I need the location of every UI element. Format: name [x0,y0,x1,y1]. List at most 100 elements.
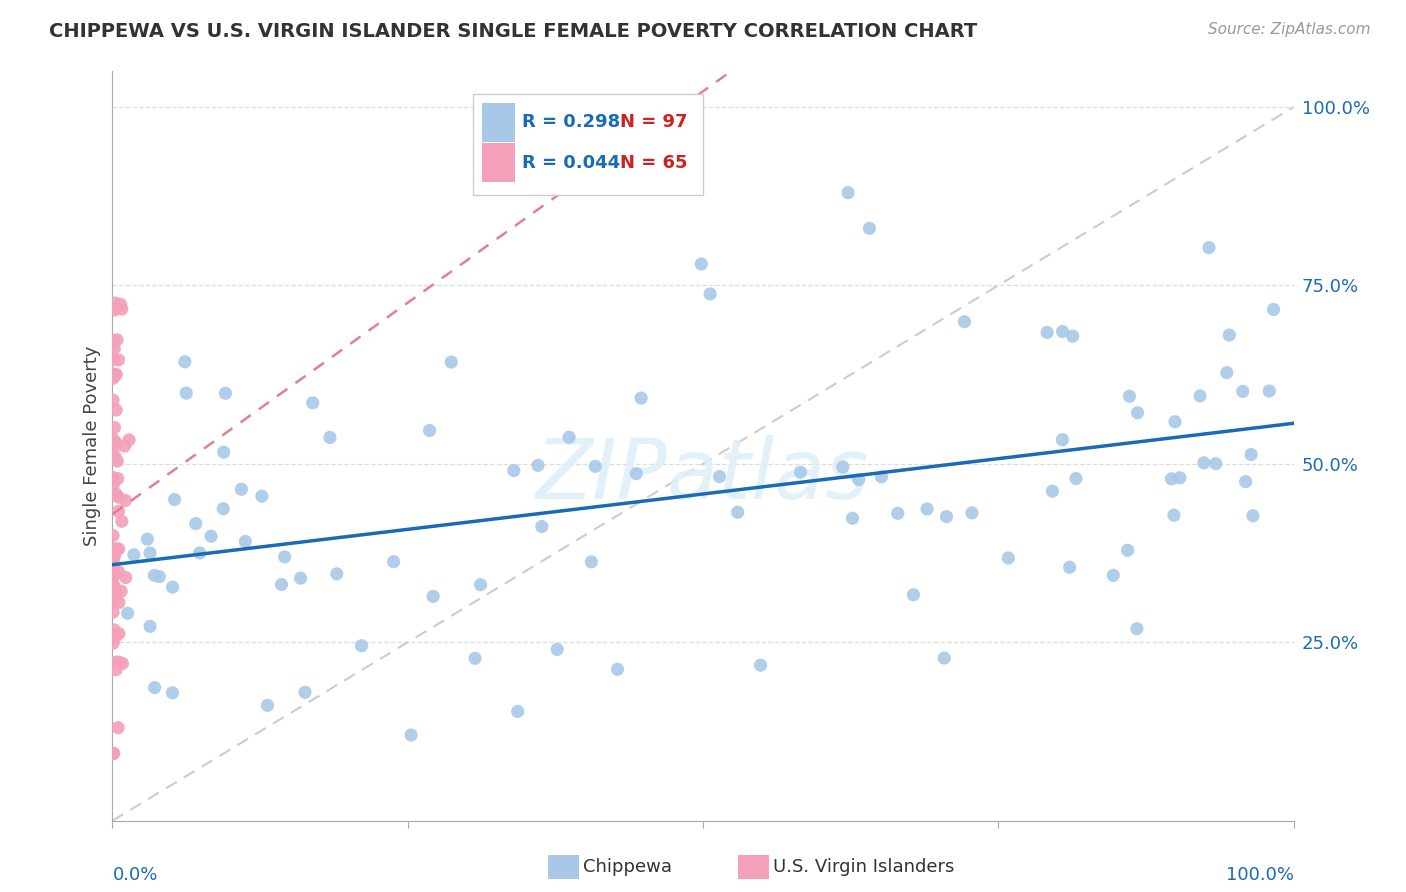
Point [101,747,124,761]
Point [1232,384,1254,399]
Point [104,368,127,383]
FancyBboxPatch shape [472,94,703,195]
Point [107,352,129,367]
Point [1234,475,1257,489]
Point [103,594,125,608]
Point [103,577,125,591]
Point [104,582,127,596]
Point [1102,568,1125,582]
Point [101,636,124,650]
Point [104,452,127,467]
Point [103,420,125,434]
Point [464,651,486,665]
Point [103,352,125,367]
Point [1126,406,1149,420]
Point [270,577,292,591]
Point [104,435,127,450]
Point [1040,484,1063,499]
Point [301,396,323,410]
Point [558,430,581,444]
Point [110,297,132,311]
Text: N = 65: N = 65 [620,153,688,172]
Point [148,569,170,583]
Point [399,728,422,742]
Point [143,568,166,582]
Point [727,505,749,519]
Point [104,296,127,310]
Point [111,514,134,528]
FancyBboxPatch shape [482,144,515,182]
Point [530,519,553,533]
Point [1164,415,1187,429]
Point [103,623,125,637]
Point [136,532,159,546]
Point [935,509,957,524]
Text: R = 0.044: R = 0.044 [522,153,620,172]
Point [1052,433,1074,447]
Point [214,386,236,401]
Point [174,386,197,401]
Point [606,662,628,676]
Point [101,435,124,450]
Point [103,564,125,578]
Point [105,333,128,347]
Point [212,445,235,459]
Point [422,590,444,604]
Point [887,506,910,520]
Point [1192,456,1215,470]
Point [934,651,956,665]
Point [162,580,184,594]
Text: 100.0%: 100.0% [1226,865,1294,884]
Point [105,368,128,382]
Y-axis label: Single Female Poverty: Single Female Poverty [83,346,101,546]
Point [108,626,131,640]
Point [837,186,859,200]
Point [105,454,128,468]
Point [107,504,129,518]
Point [212,501,235,516]
Point [101,470,124,484]
Point [250,489,273,503]
Point [630,391,652,405]
Point [419,424,441,438]
Point [527,458,550,473]
Point [114,493,136,508]
Point [749,658,772,673]
Point [114,439,136,453]
Point [1163,508,1185,523]
Point [105,663,128,677]
Point [326,566,349,581]
Point [107,472,129,486]
Point [960,506,983,520]
Point [506,705,529,719]
Point [1263,302,1285,317]
Point [103,334,125,349]
Point [831,460,853,475]
Point [1052,325,1074,339]
Point [858,221,880,235]
Point [870,470,893,484]
Point [104,439,127,453]
Point [1240,448,1263,462]
Point [1062,329,1084,343]
Point [581,555,603,569]
Point [382,555,405,569]
Point [440,355,463,369]
Text: R = 0.298: R = 0.298 [522,113,620,131]
Point [101,528,124,542]
Point [789,465,811,479]
Point [105,403,128,417]
Point [1126,622,1149,636]
Point [1218,328,1240,343]
Point [319,430,342,444]
Point [105,487,128,501]
Point [290,571,312,585]
Point [101,432,124,446]
FancyBboxPatch shape [482,103,515,142]
Point [107,490,129,504]
Point [162,686,184,700]
Point [1216,366,1239,380]
Point [101,556,124,570]
Point [1168,471,1191,485]
Point [117,606,139,620]
